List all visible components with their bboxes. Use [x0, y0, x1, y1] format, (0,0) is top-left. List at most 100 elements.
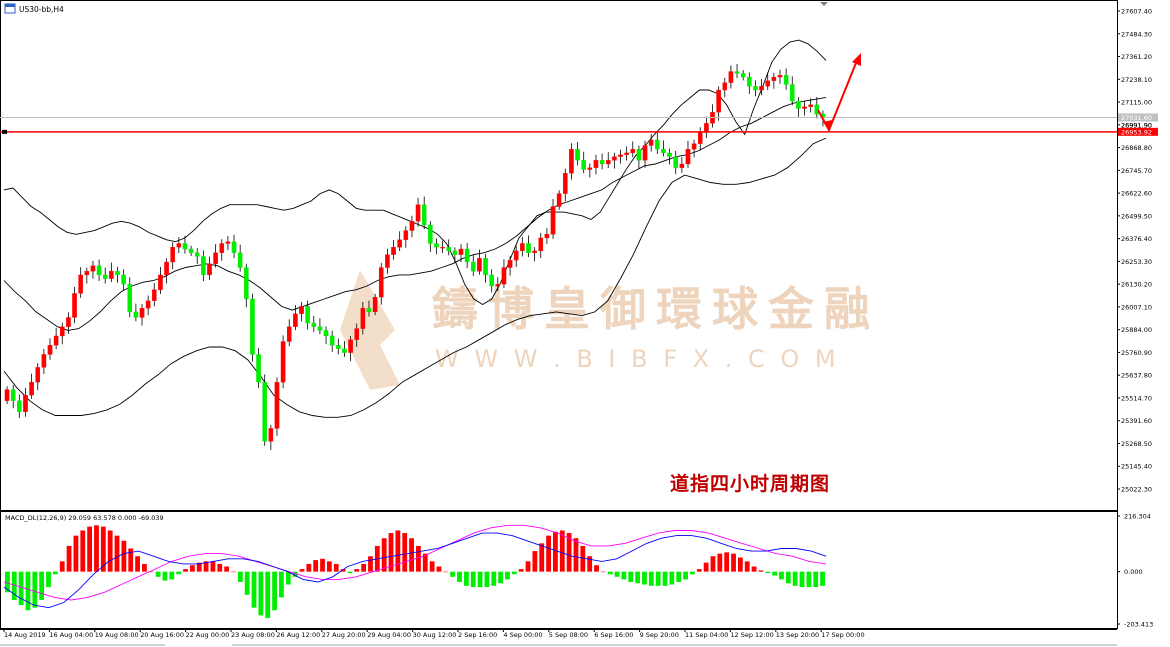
candle-bull	[348, 339, 353, 353]
macd-hist-bar-pos	[183, 569, 188, 572]
candle-bear	[673, 156, 679, 168]
candle-bull	[630, 149, 636, 154]
candle-bear	[526, 243, 531, 253]
macd-hist-bar-neg	[169, 571, 175, 580]
macd-hist-bar-pos	[306, 563, 312, 572]
candle-bull	[139, 308, 145, 318]
candle-bull	[477, 258, 482, 272]
macd-hist-bar-neg	[237, 571, 243, 582]
price-tick-label: 25637.80	[1121, 372, 1152, 380]
candle-bull	[679, 163, 685, 168]
candle-bear	[201, 256, 206, 276]
price-axis: 27607.40 27484.30 27361.20 27238.10 27115.00…	[1117, 8, 1158, 494]
price-tick-label: 26253.30	[1121, 258, 1152, 266]
chart-shift-marker[interactable]	[820, 2, 828, 6]
time-tick-label: 9 Sep 20:00	[640, 631, 679, 639]
candle-bull	[90, 265, 96, 272]
macd-hist-bar-pos	[320, 558, 325, 572]
price-flag-bg	[1118, 127, 1158, 136]
candle-bear	[428, 224, 433, 244]
bb-upper-line	[3, 39, 827, 306]
candle-bull	[538, 237, 544, 252]
hline-left-anchor	[2, 129, 7, 134]
candle-bear	[667, 152, 672, 157]
macd-hist-bar-neg	[32, 571, 38, 608]
macd-hist-bar-neg	[484, 571, 490, 588]
macd-hist-bar-neg	[799, 571, 805, 588]
time-tick-label: 19 Aug 08:00	[95, 631, 139, 639]
candle-bull	[145, 300, 151, 309]
macd-hist-bar-neg	[450, 571, 456, 577]
main-pane-frame	[0, 0, 1118, 511]
macd-hist-bar-pos	[703, 562, 709, 572]
candle-bull	[219, 243, 225, 253]
macd-hist-bar-neg	[614, 571, 620, 577]
watermark: 鑄博皇御環球金融 W W W . B I B F X . C O M	[340, 270, 880, 390]
macd-hist-bar-neg	[683, 571, 688, 580]
candle-bear	[740, 73, 746, 78]
candle-bull	[562, 173, 568, 194]
candle-bear	[262, 382, 268, 442]
candle-bull	[207, 263, 212, 276]
candle-bull	[771, 76, 777, 81]
candle-bull	[372, 296, 378, 313]
macd-hist-bar-neg	[463, 571, 469, 586]
candle-bear	[323, 330, 329, 337]
macd-hist-bar-neg	[46, 571, 51, 588]
candle-bear	[188, 248, 194, 253]
macd-hist-bar-neg	[655, 571, 661, 586]
candle-bull	[458, 248, 464, 255]
candle-bull	[593, 160, 599, 168]
time-tick-label: 13 Sep 20:00	[776, 631, 819, 639]
macd-hist-bar-pos	[354, 569, 360, 572]
horizontal-lines-layer	[0, 116, 1117, 134]
macd-hist-bar-neg	[491, 571, 497, 586]
candle-bull	[213, 252, 218, 264]
candle-bull	[716, 89, 721, 113]
candle-bear	[581, 160, 586, 170]
macd-hist-bar-neg	[272, 571, 277, 611]
candle-bear	[244, 267, 249, 300]
macd-hist-bar-neg	[498, 571, 504, 584]
candle-bear	[96, 265, 102, 276]
macd-hist-bar-pos	[210, 561, 216, 572]
macd-hist-bar-neg	[628, 571, 634, 582]
candle-bear	[483, 258, 488, 276]
macd-hist-bar-neg	[285, 571, 291, 585]
macd-hist-bar-neg	[505, 571, 510, 580]
candle-bull	[808, 104, 813, 107]
price-tick-label: 26130.20	[1121, 281, 1152, 289]
macd-hist-bar-neg	[279, 571, 284, 598]
macd-hist-bar-pos	[409, 538, 414, 572]
macd-hist-bar-pos	[107, 530, 113, 572]
candle-bull	[41, 354, 47, 368]
candle-bear	[753, 86, 758, 91]
watermark-cn-text: 鑄博皇御環球金融	[431, 282, 880, 336]
macd-hist-bar-pos	[388, 533, 394, 572]
price-tick-label: 26622.60	[1121, 190, 1152, 198]
candle-bull	[84, 271, 90, 276]
price-tick-label: 25884.00	[1121, 326, 1152, 334]
macd-hist-bar-pos	[135, 556, 140, 572]
macd-hist-bar-pos	[724, 552, 730, 572]
macd-hist-bar-pos	[731, 553, 736, 572]
candle-bear	[237, 252, 243, 268]
candle-bear	[796, 100, 801, 109]
price-tick-label: 26007.10	[1121, 303, 1152, 311]
macd-hist-bar-pos	[361, 563, 367, 572]
candle-bear	[655, 139, 660, 150]
macd-hist-bar-neg	[690, 571, 695, 575]
candle-bull	[47, 345, 53, 355]
candle-bull	[378, 267, 384, 298]
candle-bull	[550, 206, 556, 235]
macd-hist-bar-neg	[820, 571, 825, 586]
candle-bear	[311, 322, 317, 327]
macd-hist-bar-pos	[422, 553, 428, 572]
macd-hist-bar-pos	[94, 525, 99, 572]
macd-hist-bar-neg	[244, 571, 250, 595]
macd-signal-line	[3, 524, 827, 601]
macd-hist-bar-pos	[114, 535, 120, 572]
price-tick-label: 25022.30	[1121, 486, 1152, 494]
candle-bull	[544, 234, 550, 239]
candle-bear	[133, 311, 139, 318]
